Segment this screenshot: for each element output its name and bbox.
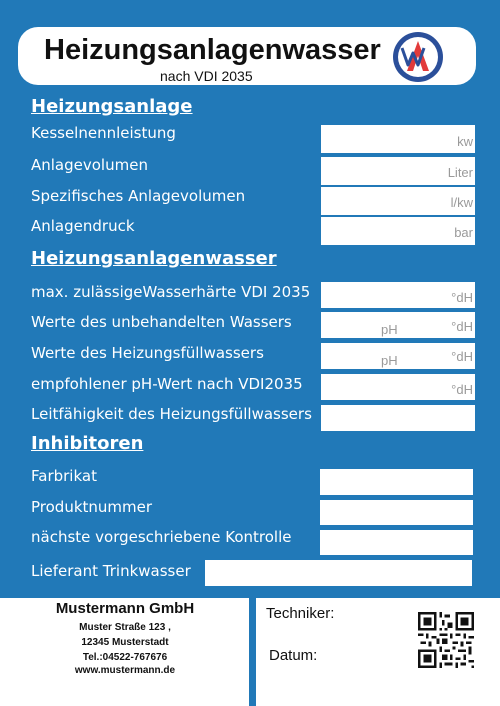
label-techniker: Techniker: (266, 605, 335, 622)
empfohlener-ph-wert-field[interactable] (321, 374, 475, 400)
label-heizungsfuellwasser: Werte des Heizungsfüllwassers (31, 344, 264, 362)
company-street: Muster Straße 123 , (79, 622, 171, 633)
unbehandeltes-wasser-field[interactable] (321, 312, 475, 338)
section-heizungsanlage: Heizungsanlage (31, 96, 193, 117)
label-anlagendruck: Anlagendruck (31, 217, 135, 235)
label-unbehandeltes-wasser: Werte des unbehandelten Wassers (31, 313, 292, 331)
unit-dh: °dH (451, 319, 473, 334)
label-naechste-kontrolle: nächste vorgeschriebene Kontrolle (31, 528, 292, 546)
company-city: 12345 Musterstadt (81, 637, 169, 648)
qr-code-icon (418, 612, 474, 668)
unit-ph: pH (381, 322, 398, 337)
label-datum: Datum: (269, 647, 318, 664)
wasser-logo-icon (393, 32, 443, 82)
unit-bar: bar (454, 225, 473, 240)
lieferant-trinkwasser-field[interactable] (205, 560, 472, 586)
spezifisches-anlagevolumen-field[interactable] (321, 187, 475, 215)
unit-liter: Liter (447, 165, 473, 180)
anlagevolumen-field[interactable] (321, 157, 475, 185)
anlagendruck-field[interactable] (321, 217, 475, 245)
label-produktnummer: Produktnummer (31, 498, 153, 516)
naechste-kontrolle-field[interactable] (320, 530, 473, 555)
leitfaehigkeit-field[interactable] (321, 405, 475, 431)
produktnummer-field[interactable] (320, 500, 473, 525)
kesselnennleistung-field[interactable] (321, 125, 475, 153)
label-leitfaehigkeit: Leitfähigkeit des Heizungsfüllwassers (31, 405, 312, 423)
label-empfohlener-ph-wert: empfohlener pH-Wert nach VDI2035 (31, 375, 303, 393)
max-wasserhaerte-field[interactable] (321, 282, 475, 308)
unit-kw: kw (457, 134, 473, 149)
label-kesselnennleistung: Kesselnennleistung (31, 124, 176, 142)
label-spezifisches-anlagevolumen: Spezifisches Anlagevolumen (31, 187, 246, 205)
company-web: www.mustermann.de (74, 665, 176, 676)
label-farbrikat: Farbrikat (31, 467, 97, 485)
footer-divider (249, 598, 256, 706)
label-max-wasserhaerte: max. zulässigeWasserhärte VDI 2035 (31, 283, 311, 301)
label-anlagevolumen: Anlagevolumen (31, 156, 148, 174)
page-title: Heizungsanlagenwasser (44, 34, 381, 66)
company-name: Mustermann GmbH (55, 600, 195, 617)
section-heizungsanlagenwasser: Heizungsanlagenwasser (31, 248, 277, 269)
unit-dh: °dH (451, 382, 473, 397)
unit-dh: °dH (451, 290, 473, 305)
page-subtitle: nach VDI 2035 (160, 68, 253, 84)
section-inhibitoren: Inhibitoren (31, 433, 144, 454)
label-lieferant-trinkwasser: Lieferant Trinkwasser (31, 562, 191, 580)
company-phone: Tel.:04522-767676 (82, 652, 168, 663)
heizungsfuellwasser-field[interactable] (321, 343, 475, 369)
unit-ph: pH (381, 353, 398, 368)
unit-lkw: l/kw (450, 195, 473, 210)
farbrikat-field[interactable] (320, 469, 473, 495)
unit-dh: °dH (451, 349, 473, 364)
